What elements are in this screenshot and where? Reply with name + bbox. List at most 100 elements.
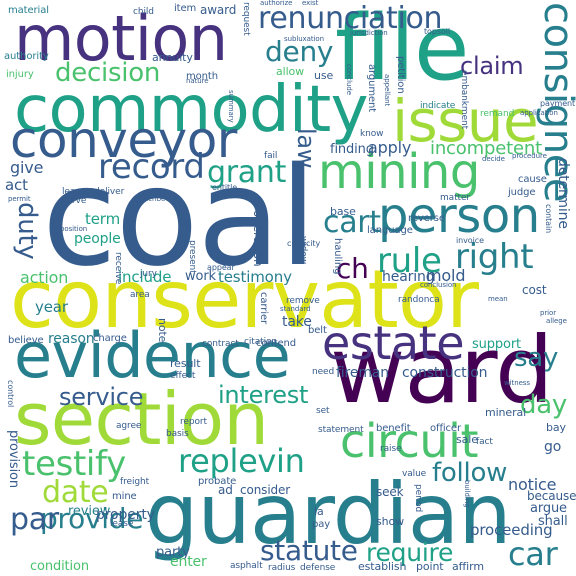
word-item: item [174, 3, 197, 14]
word-person: person [378, 188, 540, 244]
word-law: law [292, 128, 320, 169]
word-evidence: evidence [14, 319, 291, 392]
word-conveyor: conveyor [10, 111, 237, 169]
word-note: note [156, 318, 169, 343]
word-contend: contend [256, 338, 297, 349]
word-conclusion: conclusion [420, 281, 457, 289]
word-procedure: procedure [512, 152, 547, 160]
word-citation: citation [244, 337, 278, 347]
word-establish: establish [358, 560, 407, 573]
word-file: file [335, 0, 469, 101]
word-affirm: affirm [452, 560, 484, 573]
word-application: application [520, 109, 558, 117]
word-people: people [74, 231, 121, 247]
word-follow: follow [432, 458, 508, 488]
word-record: record [98, 147, 205, 187]
word-testimony: testimony [218, 268, 292, 286]
word-summary: summary [227, 90, 235, 123]
word-describe: describe [136, 195, 166, 203]
word-show: show [376, 515, 404, 528]
word-leave: leave [62, 187, 86, 197]
word-coal: coal [42, 139, 317, 297]
word-appear: appear [207, 263, 235, 272]
word-consider: consider [240, 483, 291, 497]
word-subluxation: subluxation [284, 35, 324, 43]
word-nature: nature [186, 77, 209, 85]
word-seek: seek [376, 485, 404, 499]
word-allege: allege [546, 317, 567, 325]
word-cause: cause [518, 174, 547, 185]
word-apply: apply [368, 138, 412, 157]
word-determine: determine [555, 158, 571, 229]
word-probate: probate [198, 476, 237, 487]
word-point: point [416, 560, 444, 573]
word-set: set [316, 406, 330, 416]
word-ch: ch [336, 252, 369, 285]
word-topsoil: topsoil [424, 27, 451, 36]
word-judge: judge [508, 187, 536, 198]
word-result: result [170, 357, 201, 370]
word-present: present [187, 240, 197, 274]
word-day: day [520, 390, 568, 420]
word-officer: officer [430, 423, 461, 434]
word-remove: remove [286, 296, 320, 306]
word-area: area [130, 290, 150, 300]
word-ad: ad [218, 483, 233, 497]
word-payment: payment [540, 99, 576, 108]
word-freight: freight [120, 477, 150, 487]
word-act: act [5, 176, 28, 194]
word-section: section [14, 377, 269, 461]
word-reverse: reverse [408, 213, 445, 224]
word-finding: finding [330, 142, 374, 157]
word-mining: mining [318, 144, 480, 200]
word-construction: construction [402, 365, 488, 381]
word-cost: cost [522, 283, 547, 297]
word-entitle: entitle [212, 183, 238, 192]
word-say: say [514, 343, 559, 373]
word-work: work [185, 269, 216, 284]
word-service: service [59, 383, 144, 411]
word-invoice: invoice [456, 236, 484, 245]
word-child: child [133, 7, 154, 17]
word-raise: raise [380, 444, 402, 454]
word-mine: mine [112, 491, 137, 502]
word-fail: fail [264, 151, 278, 161]
word-ward: ward [330, 317, 553, 424]
word-charge: charge [93, 333, 127, 344]
word-standard: standard [280, 305, 311, 313]
word-appellant: appellant [383, 74, 391, 107]
word-effect: effect [170, 371, 196, 381]
word-basis: basis [166, 429, 189, 439]
word-argument: argument [366, 64, 377, 113]
word-witness: witness [504, 379, 530, 387]
word-authority: authority [4, 51, 49, 62]
word-la: la [314, 505, 324, 518]
word-petition: petition [395, 56, 406, 94]
word-go: go [544, 439, 562, 455]
word-authorize: authorize [260, 0, 293, 7]
word-report: report [180, 417, 207, 427]
word-statute: statute [260, 534, 358, 567]
word-grant: grant [207, 155, 287, 190]
word-deny: deny [265, 35, 334, 68]
word-serve: serve [62, 196, 87, 206]
word-car: car [508, 535, 558, 573]
word-agree: agree [116, 421, 142, 431]
word-randonca: randonca [398, 295, 440, 305]
word-claim: claim [460, 52, 524, 80]
word-condition: condition [30, 559, 89, 574]
word-believe: believe [8, 335, 44, 346]
word-mean: mean [488, 295, 508, 303]
word-decide: decide [482, 155, 505, 163]
word-motion: motion [14, 2, 228, 75]
word-know: know [360, 129, 384, 139]
word-fact: fact [476, 437, 493, 447]
word-cart: cart [323, 205, 381, 240]
word-argue: argue [530, 501, 567, 516]
word-renunciation: renunciation [258, 1, 443, 36]
word-exist: exist [302, 0, 319, 7]
word-circuit: circuit [340, 414, 479, 468]
word-fireman: fireman [336, 365, 389, 381]
word-incompetent: incompetent [430, 138, 542, 159]
word-decision: decision [55, 58, 161, 88]
